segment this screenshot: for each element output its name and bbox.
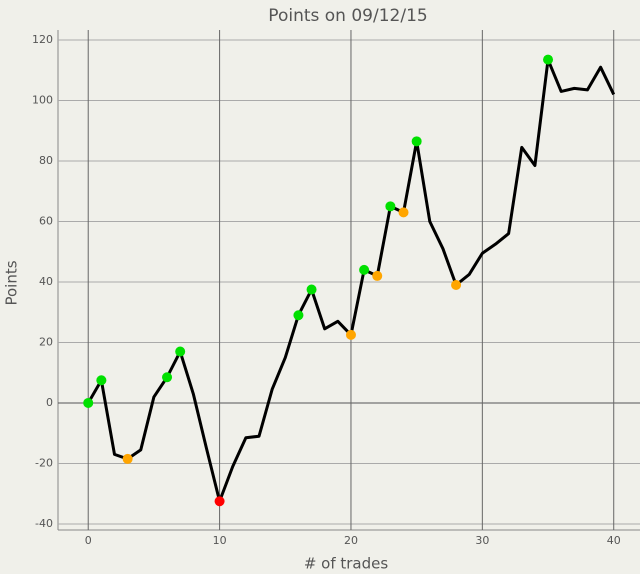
y-tick-label: 120	[32, 33, 53, 46]
point-marker	[385, 201, 396, 212]
y-tick-label: 20	[39, 335, 53, 348]
y-tick-label: 60	[39, 214, 53, 227]
point-marker	[451, 279, 462, 290]
point-marker	[293, 310, 304, 321]
y-axis-label: Points	[3, 260, 21, 305]
x-tick-label: 20	[344, 534, 358, 547]
point-marker	[372, 270, 383, 281]
point-marker	[411, 136, 422, 147]
y-tick-label: 0	[46, 396, 53, 409]
point-marker	[83, 397, 94, 408]
point-marker	[543, 54, 554, 65]
x-axis-label: # of trades	[304, 555, 389, 573]
y-tick-label: 40	[39, 275, 53, 288]
point-marker	[175, 346, 186, 357]
x-tick-label: 10	[213, 534, 227, 547]
point-marker	[306, 284, 317, 295]
x-tick-label: 30	[475, 534, 489, 547]
chart-title: Points on 09/12/15	[268, 6, 427, 26]
point-marker	[96, 375, 107, 386]
x-tick-label: 40	[607, 534, 621, 547]
point-marker	[214, 496, 225, 507]
point-marker	[122, 453, 133, 464]
x-tick-label: 0	[85, 534, 92, 547]
point-marker	[398, 207, 409, 218]
point-marker	[162, 372, 173, 383]
point-marker	[359, 264, 370, 275]
y-tick-label: -20	[35, 456, 53, 469]
point-marker	[345, 329, 356, 340]
y-tick-label: -40	[35, 517, 53, 530]
y-tick-label: 80	[39, 154, 53, 167]
y-tick-label: 100	[32, 93, 53, 106]
